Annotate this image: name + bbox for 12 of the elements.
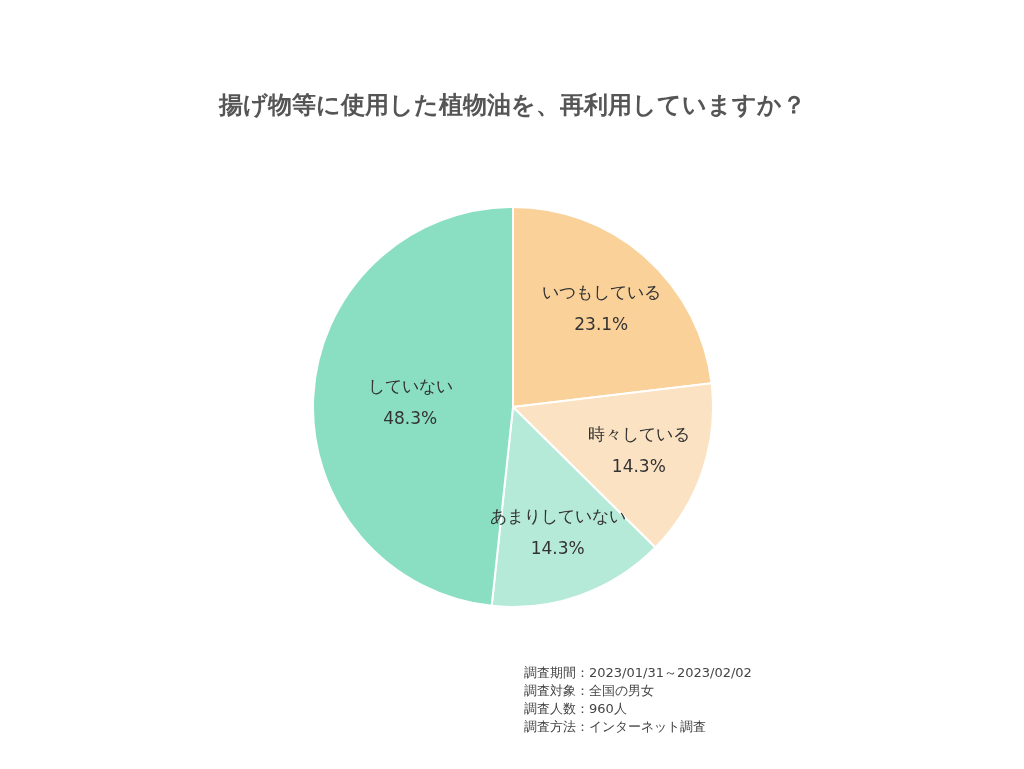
chart-title: 揚げ物等に使用した植物油を、再利用していますか？ bbox=[217, 91, 806, 119]
data-label: 23.1% bbox=[574, 313, 629, 334]
text: 調査人数：960人 bbox=[524, 701, 627, 716]
text: 調査対象：全国の男女 bbox=[524, 683, 654, 698]
slice-label: 時々している bbox=[587, 424, 690, 445]
text: 調査方法：インターネット調査 bbox=[524, 719, 706, 734]
data-label: 14.3% bbox=[530, 538, 585, 559]
slice-label: していない bbox=[367, 375, 453, 396]
text: 調査期間：2023/01/31～2023/02/02 bbox=[524, 665, 752, 680]
slice-label: いつもしている bbox=[541, 281, 661, 302]
data-label: 48.3% bbox=[383, 407, 438, 428]
data-label: 14.3% bbox=[611, 456, 666, 477]
